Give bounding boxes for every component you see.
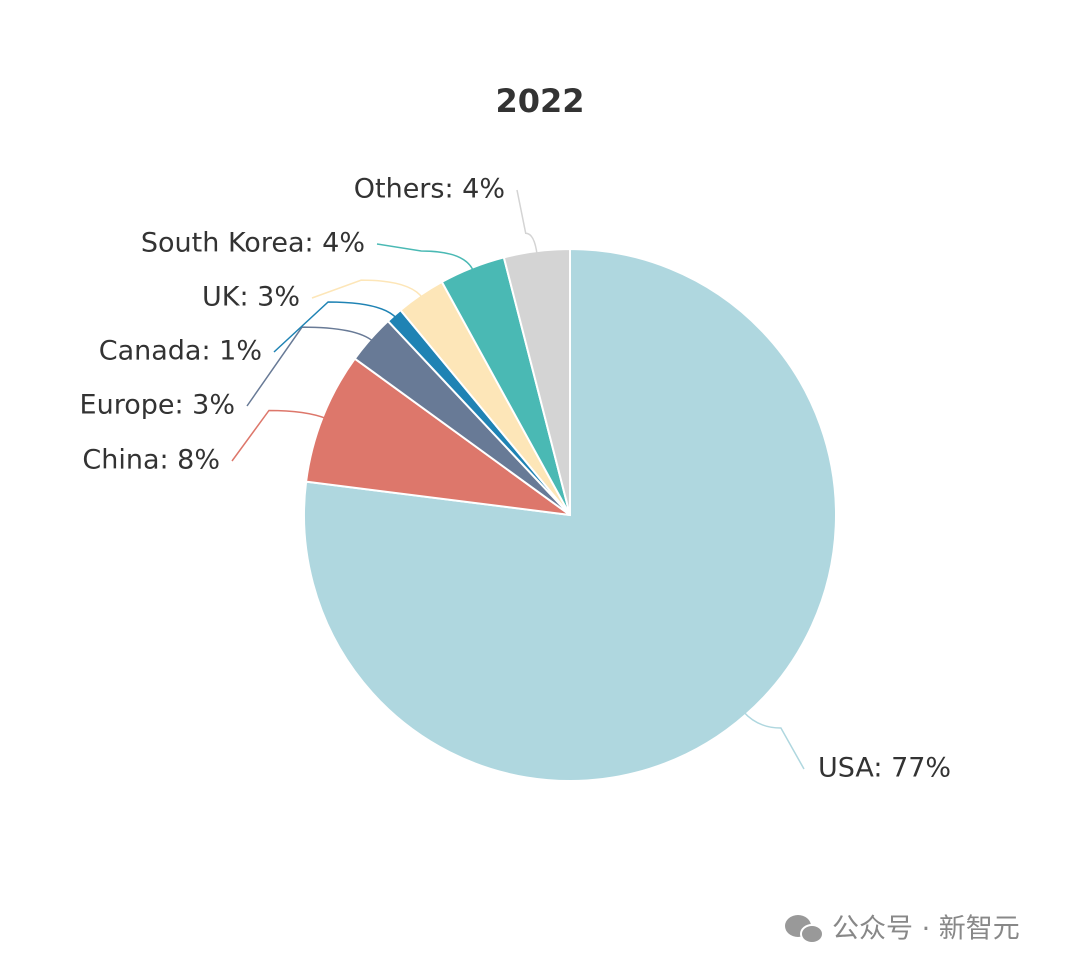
data-label: Europe: 3% [80,390,235,421]
data-label: USA: 77% [818,753,951,784]
data-label: South Korea: 4% [141,228,365,259]
connector [376,243,475,272]
watermark: 公众号 · 新智元 [832,914,1020,945]
connector [273,301,398,353]
connector [311,279,424,299]
data-label: China: 8% [82,445,220,476]
connector [742,711,805,770]
watermark-icon [785,915,824,944]
data-label: Canada: 1% [99,336,262,367]
data-label: UK: 3% [202,282,300,313]
connector [516,189,538,256]
data-label: Others: 4% [354,174,505,205]
connector [231,409,327,462]
connector [246,326,374,407]
chart-title: 2022 [495,82,584,120]
